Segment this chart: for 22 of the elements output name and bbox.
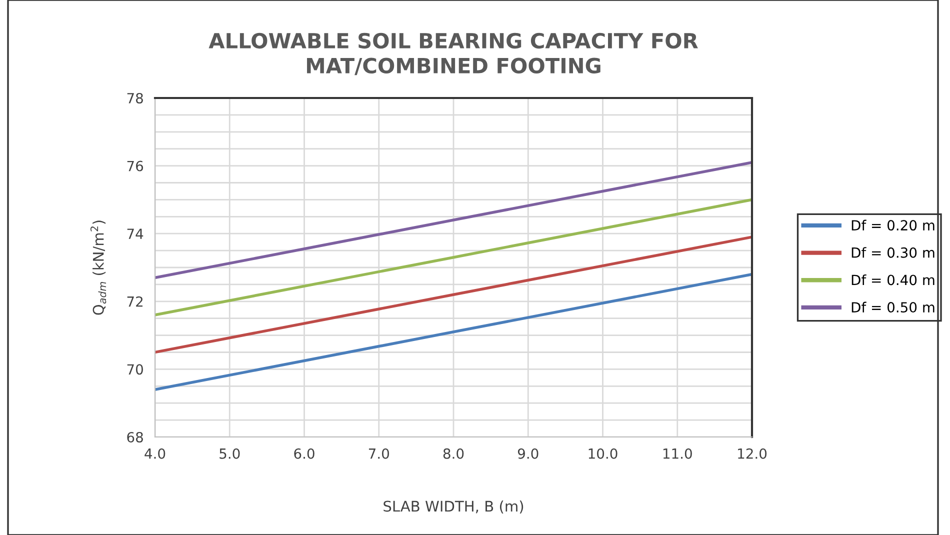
x-tick-label: 6.0 bbox=[294, 448, 314, 459]
x-axis-title: SLAB WIDTH, B (m) bbox=[384, 500, 524, 514]
x-tick-label: 5.0 bbox=[220, 448, 240, 459]
y-tick-label: 70 bbox=[127, 364, 143, 375]
x-tick-label: 9.0 bbox=[518, 448, 538, 459]
y-tick-label: 78 bbox=[127, 92, 143, 104]
legend-label: Df = 0.50 m bbox=[852, 302, 934, 313]
y-tick-label: 68 bbox=[127, 432, 143, 442]
x-tick-label: 7.0 bbox=[368, 448, 389, 459]
chart-title: ALLOWABLE SOIL BEARING CAPACITY FOR MAT/COMBINED FOOTING bbox=[208, 32, 698, 76]
legend-label: Df = 0.30 m bbox=[852, 247, 934, 258]
x-tick-label: 10.0 bbox=[588, 448, 618, 459]
x-tick-label: 12.0 bbox=[738, 448, 767, 459]
y-tick-label: 76 bbox=[127, 160, 144, 172]
x-tick-label: 4.0 bbox=[144, 448, 166, 459]
y-tick-label: 74 bbox=[127, 228, 144, 239]
y-tick-label: 72 bbox=[127, 296, 142, 307]
legend-label: Df = 0.20 m bbox=[852, 220, 934, 231]
x-tick-label: 8.0 bbox=[443, 448, 464, 459]
x-tick-label: 11.0 bbox=[663, 448, 692, 459]
legend-label: Df = 0.40 m bbox=[852, 274, 934, 286]
y-axis-title: Q$_{adm}$ (kN/m$^{2}$) bbox=[90, 220, 106, 315]
